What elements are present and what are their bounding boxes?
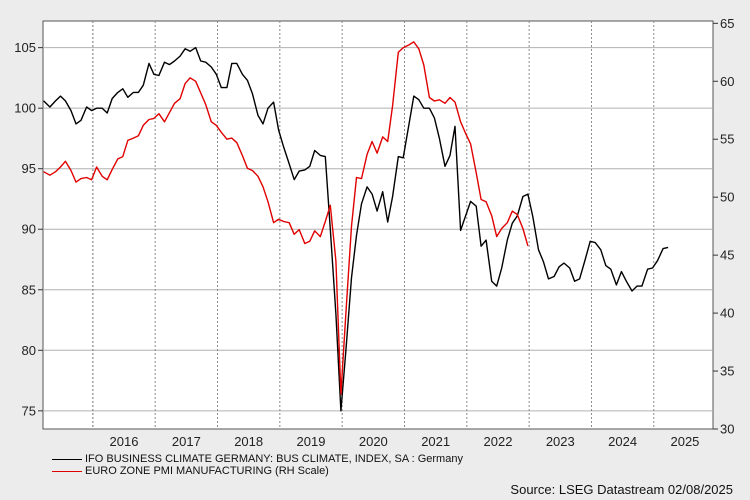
x-tick-label: 2017 bbox=[172, 434, 201, 449]
right-tick-label: 65 bbox=[720, 16, 734, 31]
legend-label-ifo: IFO BUSINESS CLIMATE GERMANY: BUS CLIMAT… bbox=[85, 453, 463, 465]
x-tick-label: 2019 bbox=[297, 434, 326, 449]
series-line-pmi bbox=[43, 41, 529, 395]
right-axis: 30 35 40 45 50 55 60 65 bbox=[713, 16, 734, 437]
left-tick-label: 105 bbox=[14, 40, 36, 55]
left-tick-label: 75 bbox=[22, 403, 36, 418]
right-tick-label: 35 bbox=[720, 364, 734, 379]
right-tick-label: 45 bbox=[720, 248, 734, 263]
legend-item-pmi: EURO ZONE PMI MANUFACTURING (RH Scale) bbox=[52, 465, 463, 477]
series-lines bbox=[43, 41, 669, 412]
right-tick-label: 60 bbox=[720, 74, 734, 89]
right-tick-label: 55 bbox=[720, 132, 734, 147]
x-tick-label: 2025 bbox=[670, 434, 699, 449]
right-tick-label: 50 bbox=[720, 190, 734, 205]
x-tick-label: 2023 bbox=[546, 434, 575, 449]
x-tick-label: 2018 bbox=[234, 434, 263, 449]
grid-lines bbox=[43, 21, 713, 429]
plot-area bbox=[42, 20, 714, 430]
source-note: Source: LSEG Datastream 02/08/2025 bbox=[510, 482, 733, 497]
left-tick-label: 90 bbox=[22, 222, 36, 237]
legend-swatch-pmi bbox=[52, 470, 82, 472]
x-axis: 2016 2017 2018 2019 2020 2021 2022 2023 2024 2025 bbox=[110, 434, 700, 449]
left-tick-label: 85 bbox=[22, 282, 36, 297]
x-tick-label: 2021 bbox=[421, 434, 450, 449]
series-line-ifo bbox=[43, 46, 669, 412]
legend-label-pmi: EURO ZONE PMI MANUFACTURING (RH Scale) bbox=[85, 465, 329, 477]
legend-swatch-ifo bbox=[52, 458, 82, 460]
x-tick-label: 2022 bbox=[484, 434, 513, 449]
x-tick-label: 2020 bbox=[359, 434, 388, 449]
x-tick-label: 2016 bbox=[110, 434, 139, 449]
right-tick-label: 40 bbox=[720, 306, 734, 321]
right-tick-label: 30 bbox=[720, 422, 734, 437]
x-tick-label: 2024 bbox=[608, 434, 637, 449]
left-tick-label: 100 bbox=[14, 101, 36, 116]
left-axis: 75 80 85 90 95 100 105 bbox=[14, 40, 43, 418]
left-tick-label: 80 bbox=[22, 343, 36, 358]
legend: IFO BUSINESS CLIMATE GERMANY: BUS CLIMAT… bbox=[52, 453, 463, 477]
left-tick-label: 95 bbox=[22, 161, 36, 176]
legend-item-ifo: IFO BUSINESS CLIMATE GERMANY: BUS CLIMAT… bbox=[52, 453, 463, 465]
